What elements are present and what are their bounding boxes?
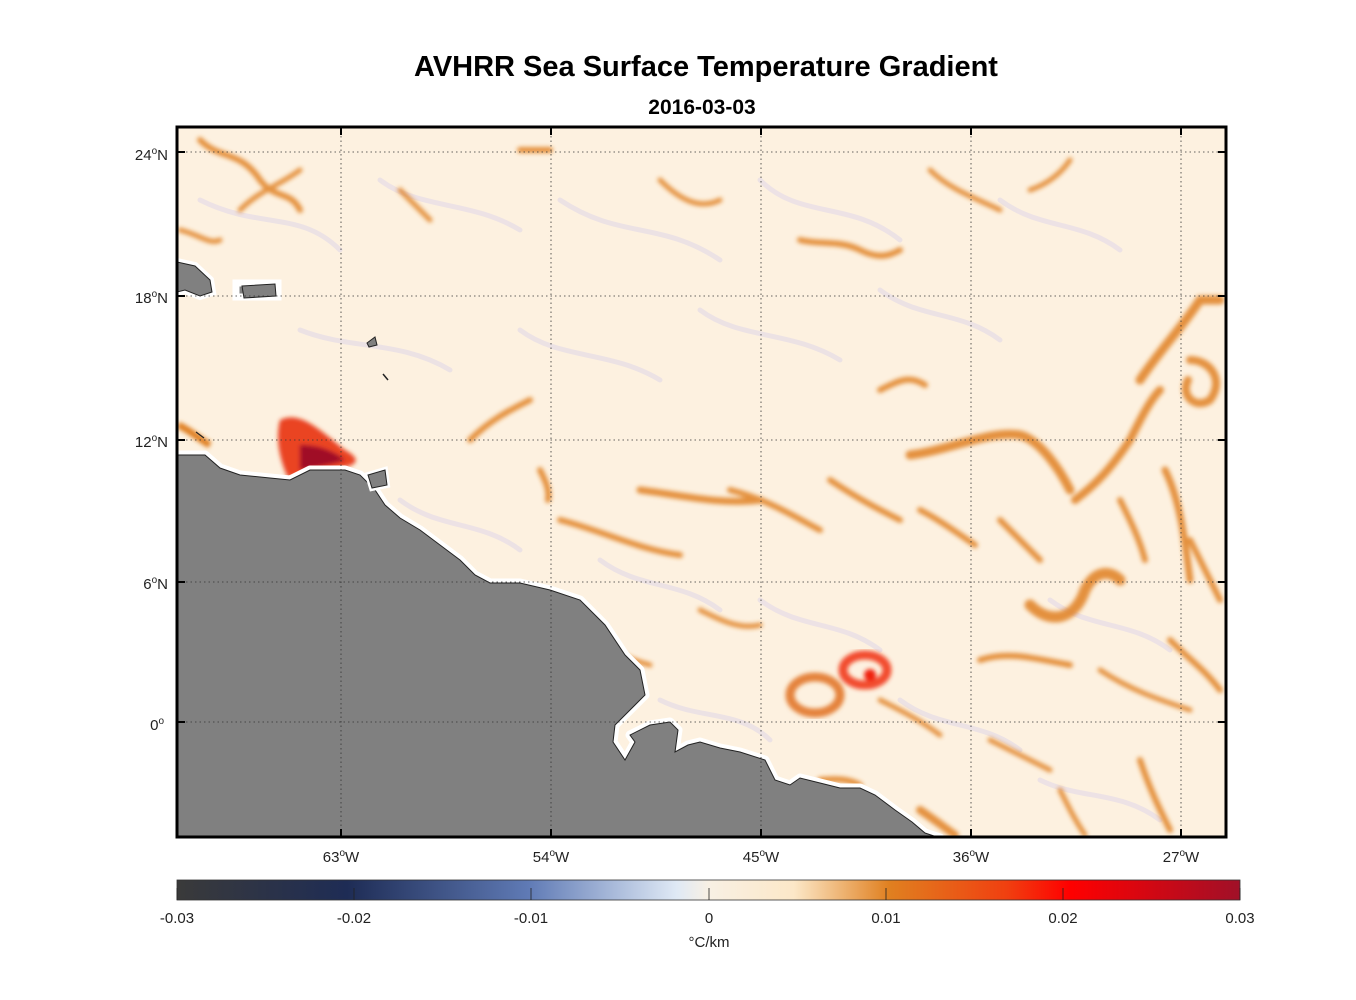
colorbar-tick-label: -0.01 <box>514 910 548 927</box>
map-date: 2016-03-03 <box>648 96 755 119</box>
colorbar-tick-label: 0.01 <box>871 910 900 927</box>
strong-gradient-patch <box>177 417 356 478</box>
lat-label-6n: 6oN <box>143 575 168 593</box>
colorbar-tick-label: -0.03 <box>160 910 194 927</box>
colorbar: -0.03 -0.02 -0.01 0 0.01 0.02 0.03 °C/km <box>160 879 1255 951</box>
lat-label-18n: 18oN <box>135 289 168 307</box>
map-title: AVHRR Sea Surface Temperature Gradient <box>414 51 998 83</box>
gradient-fronts <box>177 137 1225 837</box>
lon-label-36w: 36oW <box>953 848 990 866</box>
gradient-texture <box>197 177 1173 823</box>
graticule <box>177 127 1226 837</box>
lon-label-27w: 27oW <box>1163 848 1200 866</box>
map-panel <box>177 127 1226 837</box>
colorbar-tick-label: 0.02 <box>1048 910 1077 927</box>
latitude-labels: 24oN 18oN 12oN 6oN 0o <box>135 146 168 734</box>
colorbar-gradient <box>176 879 1241 901</box>
longitude-labels: 63oW 54oW 45oW 36oW 27oW <box>323 848 1200 866</box>
map-frame <box>175 125 1228 839</box>
land-south-america <box>177 450 945 837</box>
eddy-feature <box>785 650 892 718</box>
lon-label-63w: 63oW <box>323 848 360 866</box>
colorbar-unit-label: °C/km <box>689 934 730 951</box>
colorbar-tick-label: 0.03 <box>1225 910 1254 927</box>
colorbar-tick-label: -0.02 <box>337 910 371 927</box>
lat-label-24n: 24oN <box>135 146 168 164</box>
colorbar-ticks <box>176 888 1241 900</box>
lon-label-54w: 54oW <box>533 848 570 866</box>
lat-label-0: 0o <box>150 716 164 734</box>
axis-ticks <box>177 127 1226 837</box>
caribbean-islands <box>177 257 389 439</box>
lat-label-12n: 12oN <box>135 433 168 451</box>
colorbar-tick-label: 0 <box>705 910 713 927</box>
lon-label-45w: 45oW <box>743 848 780 866</box>
